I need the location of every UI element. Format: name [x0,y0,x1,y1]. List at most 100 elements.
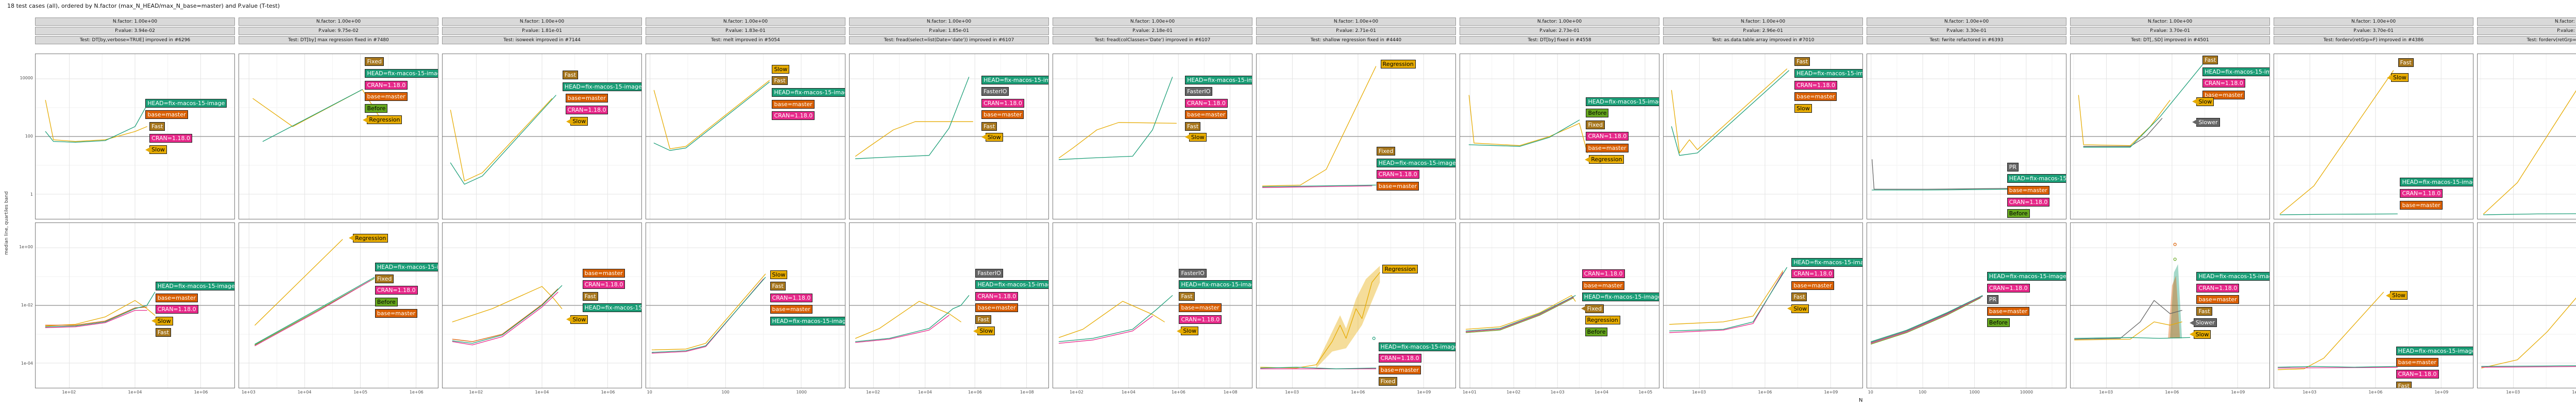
series-line [2481,366,2576,368]
series-line [2483,213,2576,215]
series-line [1465,297,1574,333]
series-line [1871,297,1981,345]
series-label: base=master [145,110,188,119]
strip-nfactor: N.factor: 1.00e+00 [442,18,642,26]
series-line [45,99,147,142]
series-label: HEAD=fix-macos-15-image [1987,271,2066,281]
series-label: CRAN=1.18.0 [2196,283,2240,293]
chart-canvas [1053,223,1252,388]
series-label: Fast [582,291,598,301]
series-label: CRAN=1.18.0 [1378,354,1421,363]
series-line [45,300,156,327]
chart-canvas [443,54,641,219]
series-label: CRAN=1.18.0 [770,293,813,302]
series-line [2278,366,2398,368]
chart-canvas [1257,223,1455,388]
x-tick-label: 1e+02 [866,390,880,394]
chart-canvas [2274,223,2473,388]
x-tick-label: 1e+06 [409,390,423,394]
x-tick-label: 10000 [2020,390,2033,394]
series-label: base=master [2396,358,2438,367]
chart-canvas [36,223,234,388]
strip-pvalue: P.value: 3.70e-01 [2070,27,2270,35]
series-label: HEAD=fix-macos-15-image [1179,280,1252,289]
series-label: Fast [770,282,786,291]
series-label: Fixed [1581,304,1604,313]
series-label: Fast [155,328,171,337]
series-label: Slow [2192,97,2214,106]
x-tick-label: 1e+04 [1595,390,1608,394]
chart-canvas [239,54,438,219]
strip-pvalue: P.value: 1.81e-01 [442,27,642,35]
series-label: HEAD=fix-macos-15-image [770,316,845,325]
strip-nfactor: N.factor: 1.00e+00 [849,18,1049,26]
x-tick-label: 1e+06 [2368,390,2383,394]
series-line [1262,66,1377,186]
series-line [855,77,970,159]
x-tick-label: 10 [647,390,652,394]
series-line [2083,118,2163,147]
series-label: base=master [1376,181,1419,191]
series-line [1058,77,1173,160]
series-line [2083,60,2207,148]
series-label: HEAD=fix-macos-15-image [1791,258,1862,267]
strip-test: Test: fread(colClasses='Date') improved … [1053,36,1252,44]
strip-pvalue: P.value: 3.94e-02 [35,27,235,35]
x-tick-label: 100 [1918,390,1927,394]
series-label: base=master [2007,185,2049,195]
series-line [1058,301,1165,338]
series-line [2483,90,2576,215]
series-label: Slow [1794,104,1812,113]
chart-canvas [36,54,234,219]
series-line [1671,68,1787,153]
series-label: CRAN=1.18.0 [582,280,625,289]
series-label: CRAN=1.18.0 [1185,98,1228,108]
x-tick-label: 1e+06 [1758,390,1772,394]
series-label: Regression [1382,264,1418,273]
series-label: HEAD=fix-macos-15-image [981,75,1048,84]
chart-canvas [1257,54,1455,219]
series-label: HEAD=fix-macos-15-image [375,263,438,272]
panel-seconds: base=master CRAN=1.18.0 Fast HEAD=fix-macos… [442,222,642,388]
series-label: FasterIO [1185,87,1213,96]
panel-kilobytes: PR HEAD=fix-macos-15-image base=master CRAN… [1867,54,2066,219]
strip-pvalue: P.value: 3.70e-01 [2274,27,2473,35]
series-label: Before [365,104,388,113]
series-line [1262,184,1377,187]
series-label: HEAD=fix-macos-15-image [1586,97,1659,106]
series-line [2278,291,2384,370]
strip-test: Test: DT[by,verbose=TRUE] improved in #6… [35,36,235,44]
series-label: CRAN=1.18.0 [1179,315,1222,324]
x-tick-label: 1e+06 [1351,390,1365,394]
series-label: HEAD=fix-macos-15-image [582,303,641,313]
series-label: CRAN=1.18.0 [1376,170,1419,179]
strip-pvalue: P.value: 4.78e-01 [2477,27,2576,35]
panel-kilobytes: Regression Fixed HEAD=fix-macos-15-image CR… [1256,54,1456,219]
series-line [45,291,156,328]
chart-canvas [2478,223,2576,388]
panel-kilobytes: Fast Slow HEAD=fix-macos-15-image CRAN=1.18… [2274,54,2473,219]
series-label: CRAN=1.18.0 [1586,132,1629,141]
series-line [2481,365,2576,367]
x-tick-label: 1e+02 [469,390,483,394]
y-tick-label: 1 [30,192,33,197]
series-label: base=master [1179,303,1222,313]
series-line [255,239,343,326]
series-label: HEAD=fix-macos-15-image [2196,271,2269,281]
series-label: Fast [2196,306,2212,316]
series-label: Slow [566,315,588,324]
series-label: base=master [2202,90,2245,99]
panel-seconds: Slow HEAD=fix-macos-15-image base=master CR… [2274,222,2473,388]
series-label: FasterIO [1179,268,1207,278]
series-label: base=master [1794,92,1837,101]
chart-canvas [2478,54,2576,219]
x-tick-label: 1e+03 [2302,390,2317,394]
x-tick-label: 1e+08 [1020,390,1034,394]
series-label: Slow [2189,330,2211,339]
strip-test: Test: DT[,.SD] improved in #4501 [2070,36,2270,44]
series-label: HEAD=fix-macos-15-image [2396,346,2473,355]
strip-test: Test: melt improved in #5054 [646,36,845,44]
series-label: base=master [2400,200,2443,210]
series-label: PR [2007,162,2019,171]
chart-canvas [1664,54,1862,219]
